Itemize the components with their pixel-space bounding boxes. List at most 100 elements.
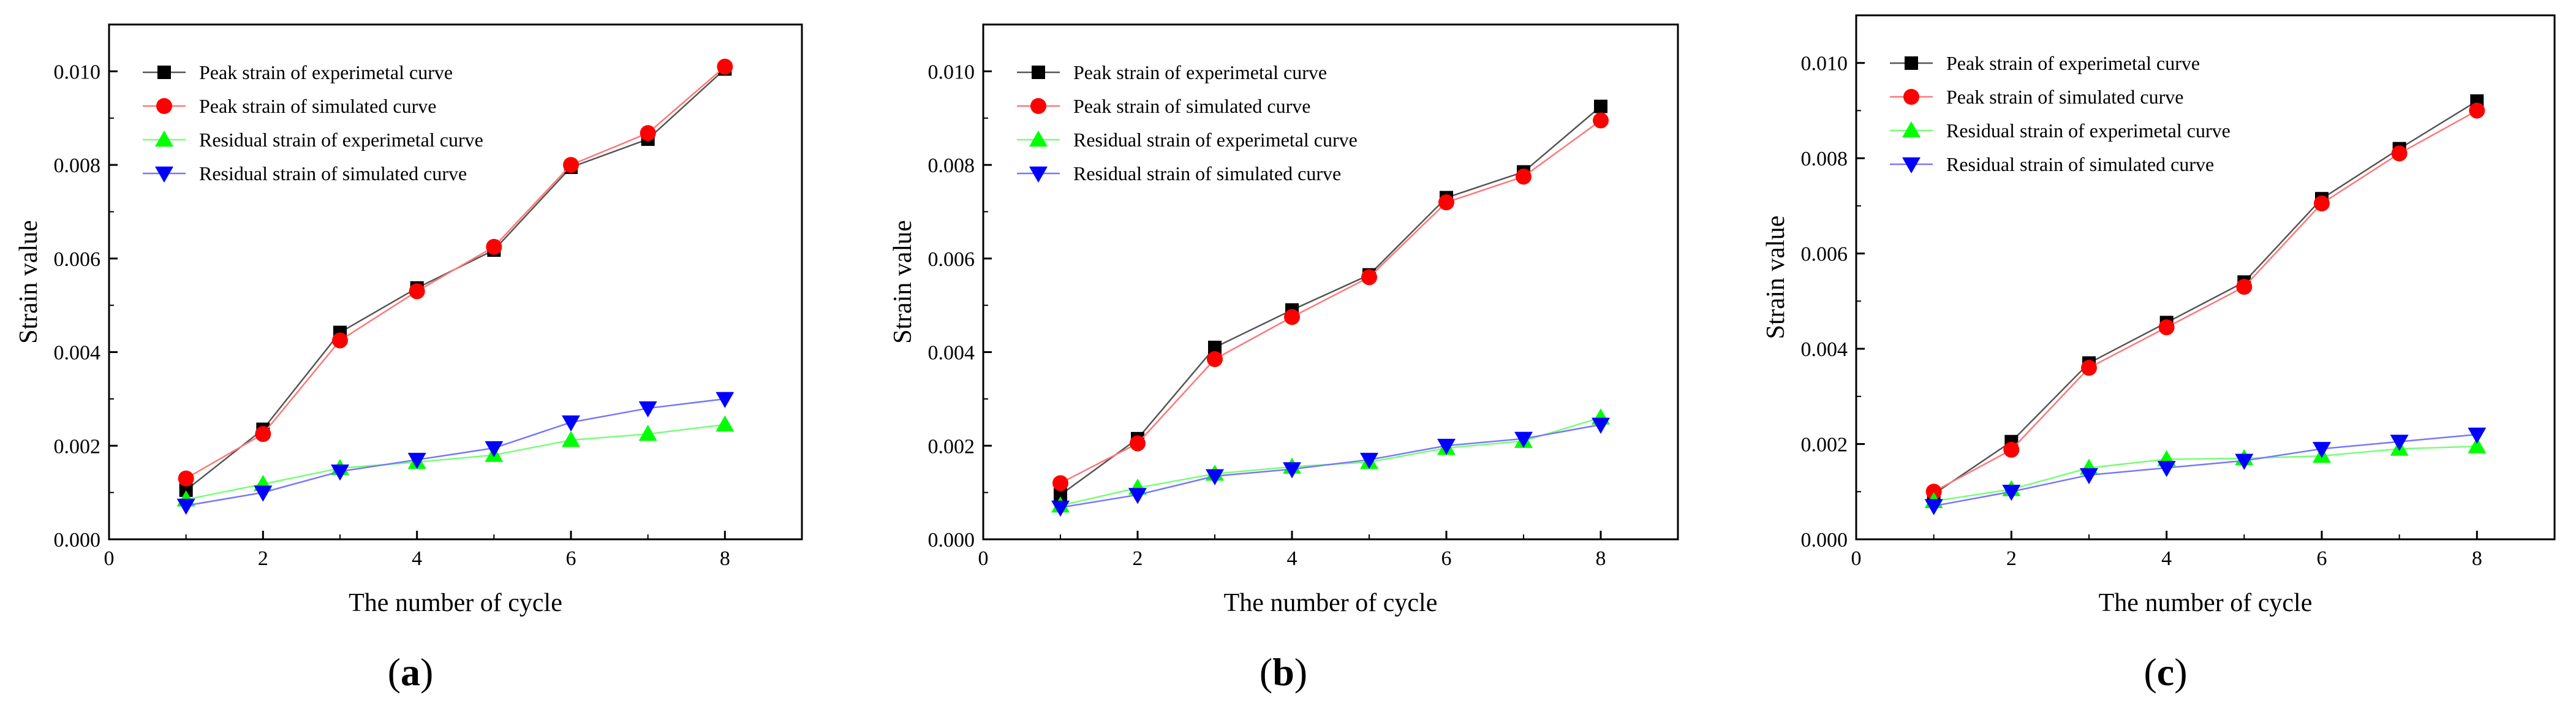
series-line [1933,433,2477,507]
data-point [1054,488,1067,502]
data-point [1594,99,1607,113]
x-tick-label: 2 [1133,547,1143,570]
y-tick-label: 0.008 [928,154,975,177]
data-point [1361,269,1377,286]
legend-label: Residual strain of experimetal curve [1073,129,1358,151]
series-line [1060,423,1601,509]
legend-label: Residual strain of simulated curve [1073,162,1341,184]
legend-item: Peak strain of experimetal curve [1017,61,1327,83]
chart-panel-b: 0 2 4 6 8 0.000 0.002 0.004 0.006 0.008 0.010 The n… [889,23,1679,694]
data-point [176,498,195,515]
legend-label: Residual strain of simulated curve [199,162,467,184]
legend-marker [1029,131,1048,147]
legend-marker [156,98,172,114]
panel-label: (c) [2144,650,2187,694]
data-point [1360,452,1378,469]
x-tick-label: 6 [2317,547,2327,570]
y-axis-title: Strain value [889,220,917,344]
data-point [332,332,348,349]
data-point [716,415,735,432]
data-point [1207,351,1223,367]
data-point [562,431,580,447]
plot-frame [108,23,803,541]
data-point [563,157,579,173]
y-axis-title: Strain value [1762,216,1790,340]
data-point [717,58,733,75]
data-point [1437,439,1456,455]
panel-label: (b) [1260,650,1307,694]
legend: Peak strain of experimetal curve Peak str… [143,61,483,184]
data-point [1206,469,1224,485]
data-point [1284,309,1300,325]
y-tick-label: 0.008 [54,154,101,177]
data-point [1925,484,1942,500]
x-tick-label: 4 [2161,547,2172,570]
data-point [2157,461,2176,477]
legend-item: Residual strain of simulated curve [1890,153,2214,175]
legend-marker [1905,56,1918,70]
series-peak_sim [1925,102,2485,500]
y-tick-label: 0.010 [54,61,101,83]
data-point [1052,475,1068,492]
data-point [2391,145,2408,162]
series-res_sim [1924,427,2487,515]
data-point [716,392,735,408]
y-tick-label: 0.010 [1801,53,1848,75]
series-line [1060,105,1601,496]
series-line [186,66,726,479]
legend-item: Residual strain of experimetal curve [1890,120,2230,142]
legend-marker [157,66,171,79]
data-point [2468,437,2487,454]
x-tick-label: 2 [258,547,268,570]
legend-item: Residual strain of simulated curve [1017,162,1341,184]
x-axis-title: The number of cycle [1224,589,1438,617]
data-point [1593,112,1609,129]
data-point [485,441,504,458]
legend-marker [1903,89,1919,105]
y-tick-label: 0.000 [928,529,975,552]
data-point [1283,462,1301,479]
data-point [2003,441,2020,458]
legend-label: Peak strain of simulated curve [1946,86,2183,108]
data-point [2081,360,2097,376]
chart-panel-c: 0 2 4 6 8 0.000 0.002 0.004 0.006 0.008 0.010 The n… [1762,14,2556,694]
series-line [1933,100,2477,495]
plot-frame [982,23,1679,541]
data-point [2314,195,2330,212]
chart-panel-a: 0 2 4 6 8 0.000 0.002 0.004 0.006 0.008 0.010 The n… [15,23,803,694]
data-point [1516,169,1532,185]
y-tick-label: 0.008 [1801,148,1848,170]
legend-label: Residual strain of simulated curve [1946,153,2214,175]
legend-marker [155,166,173,183]
series-line [1933,446,2477,503]
y-tick-label: 0.004 [928,342,975,365]
panel-label: (a) [388,650,434,694]
data-point [407,452,426,469]
x-axis-title: The number of cycle [349,589,562,617]
data-point [2390,435,2409,451]
data-point [638,425,657,441]
legend-item: Peak strain of simulated curve [1017,95,1310,117]
data-point [409,283,425,300]
series-res_sim [176,392,735,515]
data-point [638,401,657,418]
legend-label: Residual strain of experimetal curve [199,129,483,151]
data-point [1592,417,1610,434]
x-tick-label: 8 [2472,547,2482,570]
data-point [1438,194,1454,211]
x-axis-title: The number of cycle [2099,589,2313,617]
legend-label: Residual strain of experimetal curve [1946,120,2230,142]
data-point [2469,102,2485,119]
y-tick-label: 0.010 [928,61,975,83]
legend-marker [1902,121,1921,138]
x-tick-label: 0 [1851,547,1862,570]
data-point [1051,500,1070,517]
data-point [179,483,193,497]
data-point [331,465,349,481]
legend-label: Peak strain of simulated curve [1073,95,1310,117]
y-axis-title: Strain value [15,220,43,344]
y-tick-label: 0.000 [54,529,101,552]
legend-label: Peak strain of experimetal curve [1946,52,2200,74]
legend-marker [1030,98,1046,114]
